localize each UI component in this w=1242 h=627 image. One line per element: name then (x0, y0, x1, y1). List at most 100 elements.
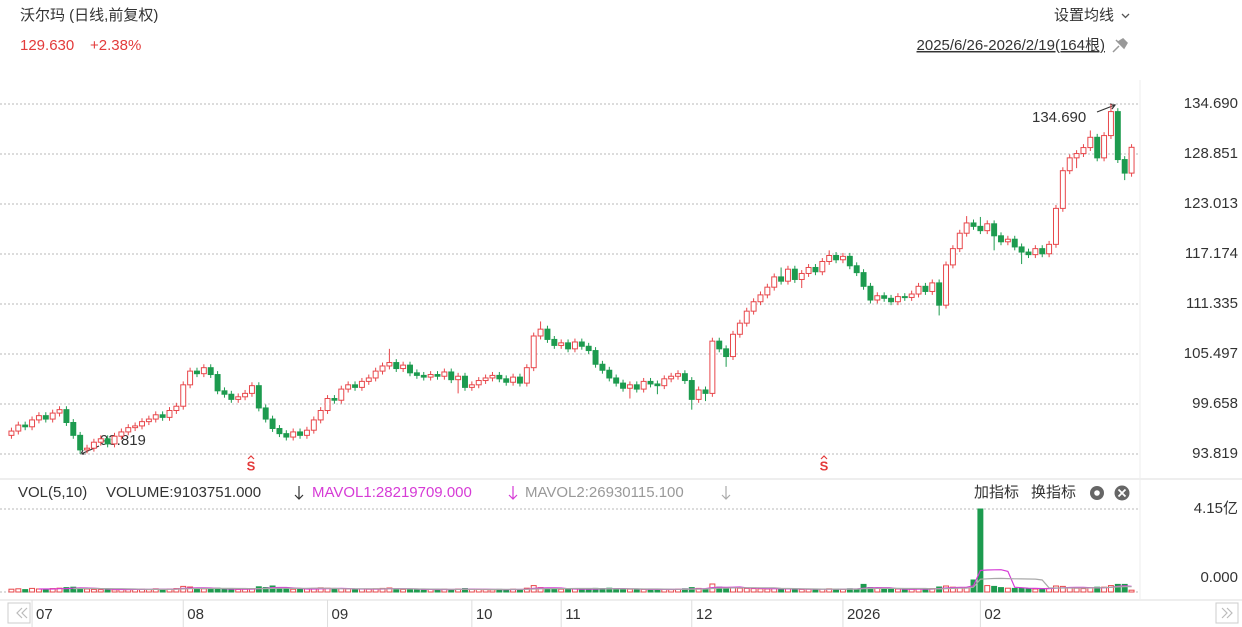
candle-body (496, 374, 503, 380)
settings-icon[interactable] (1090, 486, 1104, 500)
price-change: +2.38% (90, 37, 141, 54)
candle-body (70, 422, 77, 436)
candle-body (324, 398, 331, 412)
candle-body (77, 434, 84, 451)
volume-bar (901, 589, 908, 593)
candle-body (345, 384, 352, 390)
volume-bar (888, 588, 895, 593)
volume-bar (1004, 587, 1011, 593)
volume-bar (626, 588, 633, 593)
candle-body (736, 322, 743, 335)
ma-line (73, 577, 1132, 591)
candle-body (874, 295, 881, 301)
volume-bar (1011, 587, 1018, 593)
candle-body (991, 223, 998, 237)
candle-body (1121, 159, 1128, 174)
legend-arrow (508, 486, 518, 500)
candle-body (352, 384, 359, 388)
candle-body (516, 376, 523, 384)
x-tick-label: 09 (332, 606, 349, 623)
x-tick-label: 07 (36, 606, 53, 623)
y-tick-label: 4.15亿 (1194, 500, 1238, 517)
x-tick-label: 2026 (847, 606, 880, 623)
legend-arrow (294, 486, 304, 500)
signal-marker[interactable]: S (820, 458, 829, 473)
candle-body (565, 342, 572, 350)
candle-body (166, 410, 173, 418)
candle-body (791, 268, 798, 280)
scroll-right-button[interactable] (1215, 602, 1239, 624)
candle-body (97, 438, 104, 443)
legend-item: MAVOL1:28219709.000 (312, 484, 472, 501)
add-indicator-button[interactable]: 加指标 (974, 484, 1019, 501)
volume-bar (221, 588, 228, 593)
candle-body (963, 222, 970, 234)
candle-body (681, 373, 688, 382)
candle-body (63, 409, 70, 424)
date-range[interactable]: 2025/6/26-2026/2/19(164根) (917, 37, 1105, 54)
volume-bar (1052, 585, 1059, 593)
candle-body (173, 405, 180, 412)
volume-bar (434, 589, 441, 593)
candle-body (358, 380, 365, 388)
candle-body (283, 433, 290, 438)
signal-marker[interactable]: S (247, 458, 256, 473)
volume-bar (977, 508, 984, 593)
volume-bar (1018, 587, 1025, 593)
y-tick-label: 123.013 (1184, 195, 1238, 212)
low-annotation: 93.819 (100, 432, 146, 449)
candle-body (242, 392, 249, 398)
candle-body (771, 276, 778, 288)
volume-bar (764, 588, 771, 593)
volume-bar (482, 589, 489, 593)
candle-body (1011, 238, 1018, 248)
candle-body (819, 260, 826, 273)
candle-body (276, 427, 283, 435)
dropdown-caret (1121, 13, 1130, 19)
volume-bar (736, 587, 743, 593)
candle-body (269, 418, 276, 429)
candle-body (599, 363, 606, 371)
y-tick-label: 105.497 (1184, 345, 1238, 362)
volume-bar (235, 588, 242, 593)
candle-body (255, 385, 262, 409)
candle-body (1080, 147, 1087, 155)
x-tick-label: 10 (476, 606, 493, 623)
volume-bar (812, 589, 819, 593)
candle-body (125, 427, 132, 433)
candle-body (805, 266, 812, 274)
candle-body (1046, 243, 1053, 255)
candle-body (1032, 248, 1039, 256)
candle-body (379, 365, 386, 372)
signal-caret (820, 455, 828, 460)
candle-body (723, 348, 730, 358)
candle-body (235, 396, 242, 400)
candle-body (551, 338, 558, 346)
candle-body (372, 370, 379, 379)
volume-bar (22, 589, 29, 593)
volume-bar (558, 588, 565, 593)
candle-body (764, 286, 771, 296)
ma-setting-button[interactable]: 设置均线 (1054, 7, 1114, 24)
close-icon[interactable] (1114, 485, 1130, 501)
candle-body (118, 431, 125, 437)
volume-bar (778, 588, 785, 593)
volume-bar (283, 588, 290, 593)
candle-body (750, 301, 757, 312)
candle-body (407, 364, 413, 374)
switch-indicator-button[interactable]: 换指标 (1031, 484, 1076, 501)
candle-body (290, 431, 297, 438)
candle-body (35, 415, 42, 421)
candle-body (420, 374, 427, 378)
candle-body (695, 389, 702, 400)
candle-body (908, 293, 915, 298)
candle-body (331, 398, 338, 401)
y-tick-label: 117.174 (1185, 245, 1238, 262)
pin-icon[interactable] (1112, 38, 1128, 53)
candle-body (84, 447, 91, 451)
candle-body (798, 272, 805, 280)
scroll-left-button[interactable] (7, 602, 31, 624)
volume-bar (29, 587, 36, 593)
candle-body (1052, 207, 1059, 245)
candle-body (56, 409, 63, 414)
